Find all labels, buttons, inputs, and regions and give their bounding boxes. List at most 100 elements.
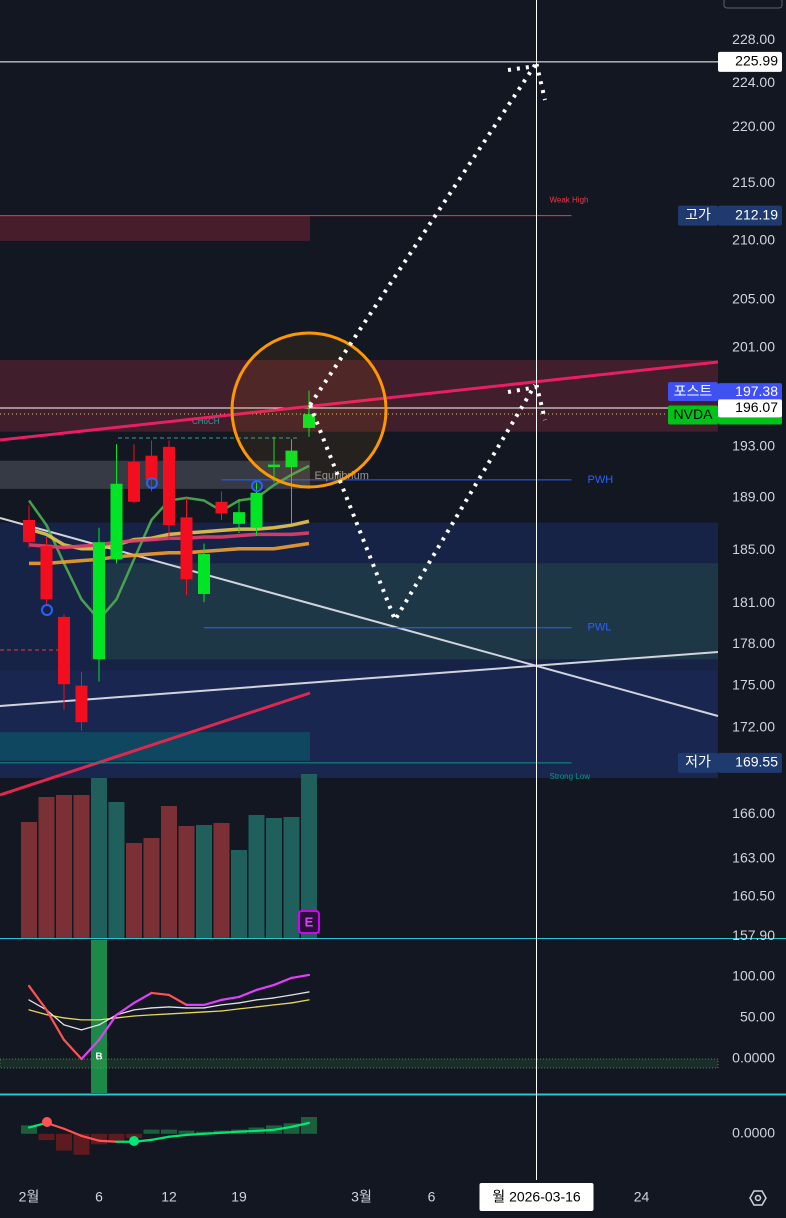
x-tick-label: 6 [428, 1189, 436, 1205]
signal-ring [146, 477, 158, 489]
indicator-segment [27, 984, 48, 1011]
price-value-box [718, 205, 782, 226]
earnings-label: E [305, 914, 314, 929]
indicator-segment [203, 1010, 223, 1013]
indicator-segment [238, 1006, 258, 1010]
indicator-segment [220, 1008, 240, 1012]
volume-bar [91, 778, 107, 938]
price-tag: NVDA [674, 406, 714, 422]
level-label: PWL [588, 622, 612, 634]
zone [0, 215, 310, 241]
indicator-segment [63, 1017, 83, 1021]
volume-bar [56, 795, 72, 938]
y-tick-label: 224.00 [732, 74, 775, 90]
indicator-segment [45, 1008, 66, 1042]
volume-bar [38, 797, 55, 938]
candle-body [233, 512, 245, 524]
y-tick-label: 0.0000 [732, 1050, 775, 1066]
volume-bar [213, 823, 230, 938]
zone [0, 732, 310, 761]
histogram-bar [283, 1123, 300, 1134]
candle-body [198, 554, 210, 594]
price-value-box [718, 399, 782, 418]
histogram-bar [301, 1117, 317, 1134]
candle-body [75, 685, 88, 723]
volume-bar [161, 806, 177, 938]
indicator-segment [80, 1134, 101, 1142]
y-tick-label: 228.00 [732, 31, 775, 47]
x-tick-label: 12 [161, 1189, 177, 1205]
indicator-segment [237, 988, 258, 999]
indicator-segment [272, 1125, 293, 1131]
x-tick-label: 24 [634, 1189, 650, 1205]
indicator-segment [115, 1015, 135, 1019]
top-button[interactable] [723, 0, 783, 9]
x-tick-label: 6 [95, 1189, 103, 1205]
crosshair-x-box [479, 1183, 594, 1211]
indicator-segment [273, 1002, 293, 1006]
candle-body [285, 450, 298, 468]
indicator-segment [203, 1004, 223, 1009]
histogram-bar [73, 1133, 90, 1155]
indicator-segment [28, 1009, 48, 1016]
y-tick-label: 172.00 [732, 719, 775, 735]
volume-bar [178, 826, 195, 938]
trendline [0, 651, 719, 707]
cross-dot [129, 1136, 139, 1146]
y-tick-label: 0.0000 [732, 1125, 775, 1141]
volume-bar [196, 825, 212, 938]
data: EB [21, 390, 320, 1155]
price-value: 169.55 [735, 754, 778, 770]
candle-body [215, 501, 228, 514]
indicator-segment [255, 983, 276, 992]
zone [91, 563, 718, 660]
level-label: Weak High [550, 196, 589, 205]
indicator-segment [185, 1011, 205, 1014]
indicator-segment [167, 993, 188, 1006]
zone [0, 670, 718, 778]
cross-dot [42, 1117, 52, 1127]
earnings-box [298, 910, 320, 934]
candle-body [110, 483, 123, 560]
indicator-segment [220, 1002, 240, 1006]
indicator-segment [150, 1013, 170, 1016]
volume-bar [301, 774, 317, 938]
y-tick-label: 178.00 [732, 635, 775, 651]
candle-body [250, 492, 263, 528]
indicator-segment [290, 973, 311, 980]
y-tick-label: 163.00 [732, 850, 775, 866]
level-label: Strong Low [550, 772, 591, 781]
y-tick-label: 100.00 [732, 968, 775, 984]
indicator-segment [168, 1006, 188, 1009]
indicator-segment [45, 1009, 65, 1026]
zone-label: CHoCH [192, 417, 220, 426]
histogram-bar [178, 1130, 195, 1134]
price-tag-box [668, 405, 718, 425]
y-tick-label: 210.00 [732, 232, 775, 248]
price-value: 197.38 [735, 383, 778, 399]
candle-body [23, 519, 35, 543]
x-tick-label: 2월 [19, 1189, 40, 1205]
settings-icon[interactable] [749, 1190, 767, 1206]
y-tick-label: 215.00 [732, 174, 775, 190]
indicator-segment [202, 1131, 223, 1135]
trendline [0, 691, 311, 797]
price-tag-box [678, 752, 718, 773]
indicator-segment [168, 1012, 188, 1015]
indicator-segment [255, 1128, 276, 1132]
indicator-segment [97, 1139, 118, 1143]
y-tick-label: 201.00 [732, 338, 775, 354]
volume-bar [21, 822, 37, 938]
price-tag-box [678, 205, 718, 226]
indicator-segment [150, 1135, 171, 1141]
signal-ring [41, 604, 53, 616]
indicator-segment [255, 997, 275, 1001]
histogram-bar [38, 1133, 55, 1141]
y-tick-label: 193.00 [732, 438, 775, 454]
indicator-segment [185, 1132, 206, 1136]
indicator-segment [62, 1038, 83, 1061]
indicator-segment [238, 999, 258, 1004]
indicator-segment [133, 1007, 153, 1011]
